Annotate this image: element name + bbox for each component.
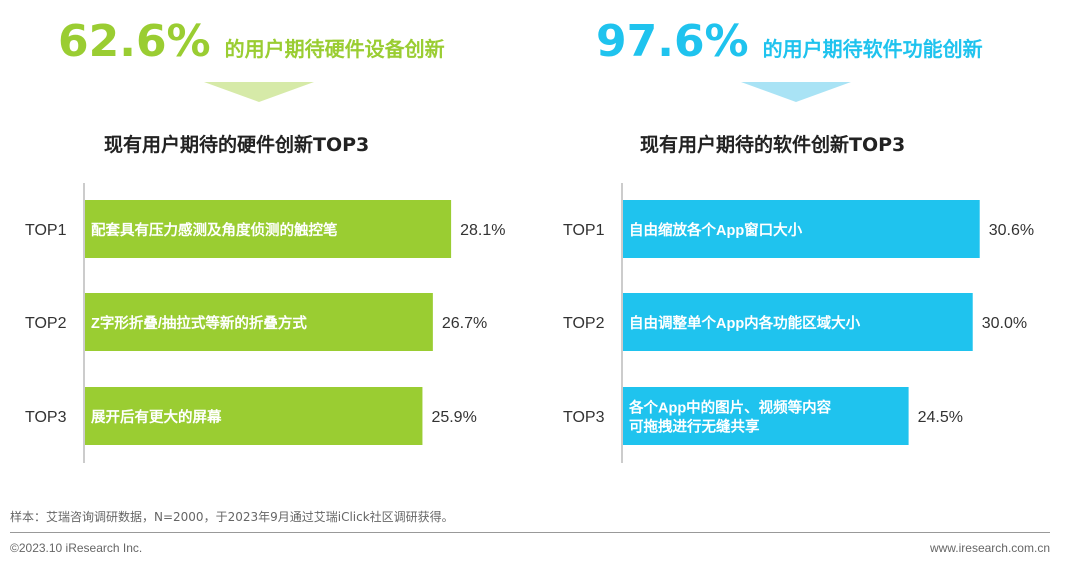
bar <box>623 387 909 445</box>
bar-label: 可拖拽进行无缝共享 <box>629 418 760 436</box>
bar-label: 自由缩放各个App窗口大小 <box>629 221 803 239</box>
software-headline-text: 的用户期待软件功能创新 <box>762 37 983 61</box>
bar <box>85 293 433 351</box>
bar <box>85 387 423 445</box>
footer-divider <box>10 532 1050 533</box>
hardware-panel: 62.6% 的用户期待硬件设备创新 现有用户期待的硬件创新TOP3 TOP1 配套… <box>0 0 540 470</box>
value-label: 30.6% <box>989 222 1034 239</box>
sample-note: 样本：艾瑞咨询调研数据，N=2000，于2023年9月通过艾瑞iClick社区调… <box>10 510 454 524</box>
category-label: TOP2 <box>25 315 67 332</box>
bar <box>623 200 980 258</box>
hardware-bar-chart: TOP1 配套具有压力感测及角度侦测的触控笔 28.1% TOP2 Z字形折叠/抽拉式等… <box>25 183 505 463</box>
category-label: TOP1 <box>563 222 605 239</box>
software-panel: 97.6% 的用户期待软件功能创新 现有用户期待的软件创新TOP3 TOP1 自由… <box>540 0 1080 470</box>
bar <box>85 200 452 258</box>
bar-label: 各个App中的图片、视频等内容 <box>628 399 832 417</box>
bar-label: 展开后有更大的屏幕 <box>91 408 222 426</box>
copyright: ©2023.10 iResearch Inc. <box>10 541 143 555</box>
value-label: 26.7% <box>442 315 487 332</box>
category-label: TOP3 <box>563 409 605 426</box>
category-label: TOP1 <box>25 222 67 239</box>
value-label: 25.9% <box>431 409 476 426</box>
category-label: TOP2 <box>563 315 605 332</box>
software-headline: 97.6% 的用户期待软件功能创新 <box>596 14 983 70</box>
down-arrow-icon <box>741 82 851 102</box>
hardware-headline: 62.6% 的用户期待硬件设备创新 <box>58 14 445 70</box>
category-label: TOP3 <box>25 409 67 426</box>
value-label: 28.1% <box>460 222 505 239</box>
hardware-headline-text: 的用户期待硬件设备创新 <box>224 37 445 61</box>
bar-label: 自由调整单个App内各功能区域大小 <box>629 314 861 332</box>
value-label: 24.5% <box>918 409 963 426</box>
hardware-chart-title: 现有用户期待的硬件创新TOP3 <box>104 134 370 156</box>
bar-label: Z字形折叠/抽拉式等新的折叠方式 <box>91 314 307 332</box>
bar <box>623 293 973 351</box>
software-bar-chart: TOP1 自由缩放各个App窗口大小 30.6% TOP2 自由调整单个App内各功能区… <box>563 183 1034 463</box>
software-chart-title: 现有用户期待的软件创新TOP3 <box>640 134 906 156</box>
value-label: 30.0% <box>982 315 1027 332</box>
down-arrow-icon <box>204 82 314 102</box>
software-percentage: 97.6% <box>596 16 749 67</box>
hardware-percentage: 62.6% <box>58 16 211 67</box>
website-link[interactable]: www.iresearch.com.cn <box>929 541 1050 555</box>
bar-label: 配套具有压力感测及角度侦测的触控笔 <box>91 221 338 239</box>
